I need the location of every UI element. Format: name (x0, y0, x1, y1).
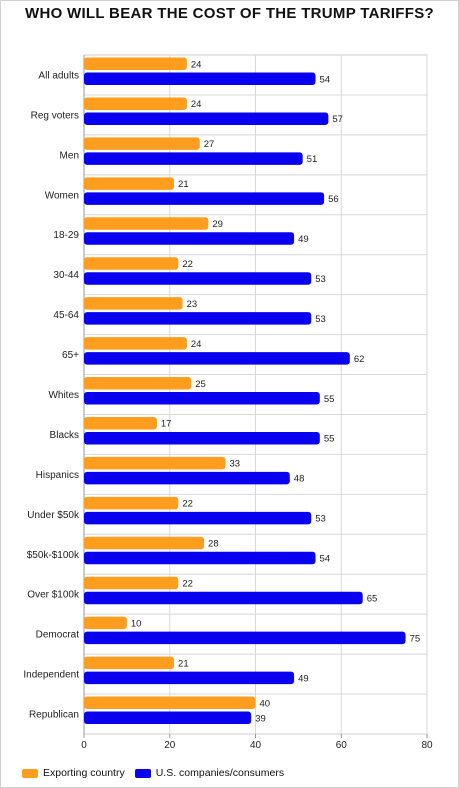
chart-title: WHO WILL BEAR THE COST OF THE TRUMP TARI… (24, 5, 434, 22)
bar-exporting-country (84, 696, 256, 710)
bar-us-companies (84, 711, 252, 725)
category-label: $50k-$100k (27, 550, 80, 561)
bar-us-companies (84, 671, 295, 685)
bar-us-companies (84, 312, 312, 325)
data-label: 24 (191, 99, 202, 110)
data-label: 39 (255, 713, 266, 724)
data-label: 65 (367, 593, 378, 604)
bar-us-companies (84, 152, 303, 165)
bar-exporting-country (84, 297, 183, 310)
data-label: 10 (131, 618, 142, 629)
data-label: 22 (182, 259, 193, 270)
bar-exporting-country (84, 97, 187, 110)
category-label: Women (45, 190, 79, 201)
category-label: Independent (23, 670, 79, 681)
legend-item-us: U.S. companies/consumers (134, 767, 285, 779)
chart-legend: Exporting country U.S. companies/consume… (22, 767, 294, 779)
legend-label-exporting: Exporting country (43, 767, 125, 779)
data-label: 21 (178, 658, 189, 669)
bar-us-companies (84, 511, 312, 525)
data-label: 49 (298, 673, 309, 684)
data-label: 54 (320, 74, 331, 85)
category-label: Under $50k (27, 510, 80, 521)
bar-exporting-country (84, 456, 226, 470)
data-label: 33 (229, 459, 240, 470)
legend-label-us: U.S. companies/consumers (155, 767, 285, 779)
bar-us-companies (84, 631, 406, 645)
bar-us-companies (84, 392, 320, 405)
data-label: 55 (324, 434, 335, 445)
bar-us-companies (84, 471, 290, 485)
bar-exporting-country (84, 337, 187, 350)
bar-exporting-country (84, 496, 179, 510)
data-label: 53 (315, 274, 326, 285)
legend-swatch-us (134, 768, 151, 778)
data-label: 53 (315, 514, 326, 525)
category-label: Republican (29, 710, 79, 721)
bar-exporting-country (84, 536, 205, 550)
data-label: 24 (191, 339, 202, 350)
category-label: Democrat (36, 630, 80, 641)
x-tick-label: 80 (421, 740, 433, 751)
category-label: Men (60, 150, 79, 161)
data-label: 53 (315, 314, 326, 325)
legend-swatch-exporting (22, 768, 38, 778)
category-label: 65+ (62, 350, 79, 361)
data-label: 48 (294, 474, 305, 485)
data-label: 24 (191, 59, 202, 70)
x-tick-label: 20 (164, 740, 176, 751)
data-label: 55 (324, 394, 335, 405)
category-label: 18-29 (53, 230, 79, 241)
data-label: 57 (332, 114, 343, 125)
bar-us-companies (84, 112, 329, 125)
x-tick-label: 40 (250, 740, 262, 751)
category-label: 30-44 (53, 270, 79, 281)
data-label: 40 (260, 698, 271, 709)
data-label: 56 (328, 194, 339, 205)
data-label: 22 (182, 578, 193, 589)
bar-us-companies (84, 352, 350, 365)
bar-exporting-country (84, 57, 187, 70)
data-label: 27 (204, 139, 215, 150)
category-label: 45-64 (53, 310, 79, 321)
data-label: 21 (178, 179, 189, 190)
bar-us-companies (84, 272, 312, 285)
data-label: 17 (161, 419, 172, 430)
bar-exporting-country (84, 257, 179, 270)
category-label: All adults (38, 70, 79, 81)
data-label: 54 (320, 554, 331, 565)
data-label: 49 (298, 234, 309, 245)
bar-us-companies (84, 591, 363, 605)
bar-exporting-country (84, 217, 209, 230)
x-tick-label: 60 (336, 740, 348, 751)
bar-exporting-country (84, 576, 179, 590)
bar-us-companies (84, 232, 295, 245)
bar-exporting-country (84, 137, 200, 150)
bar-us-companies (84, 431, 320, 445)
bar-us-companies (84, 72, 316, 85)
category-label: Hispanics (36, 470, 79, 481)
data-label: 29 (212, 219, 223, 230)
category-label: Reg voters (31, 110, 79, 121)
legend-item-exporting: Exporting country (22, 767, 125, 779)
bar-us-companies (84, 192, 325, 205)
data-label: 75 (410, 633, 421, 644)
data-label: 25 (195, 379, 206, 390)
x-tick-label: 0 (81, 740, 87, 751)
bar-exporting-country (84, 616, 127, 630)
bar-exporting-country (84, 377, 192, 390)
bar-exporting-country (84, 416, 157, 430)
bar-exporting-country (84, 177, 175, 190)
bar-exporting-country (84, 656, 175, 670)
data-label: 62 (354, 354, 365, 365)
category-label: Blacks (50, 430, 79, 441)
data-label: 51 (307, 154, 318, 165)
data-label: 28 (208, 539, 219, 550)
data-label: 23 (187, 299, 198, 310)
category-label: Over $100k (27, 590, 80, 601)
category-label: Whites (48, 390, 79, 401)
bar-us-companies (84, 551, 316, 565)
data-label: 22 (182, 499, 193, 510)
